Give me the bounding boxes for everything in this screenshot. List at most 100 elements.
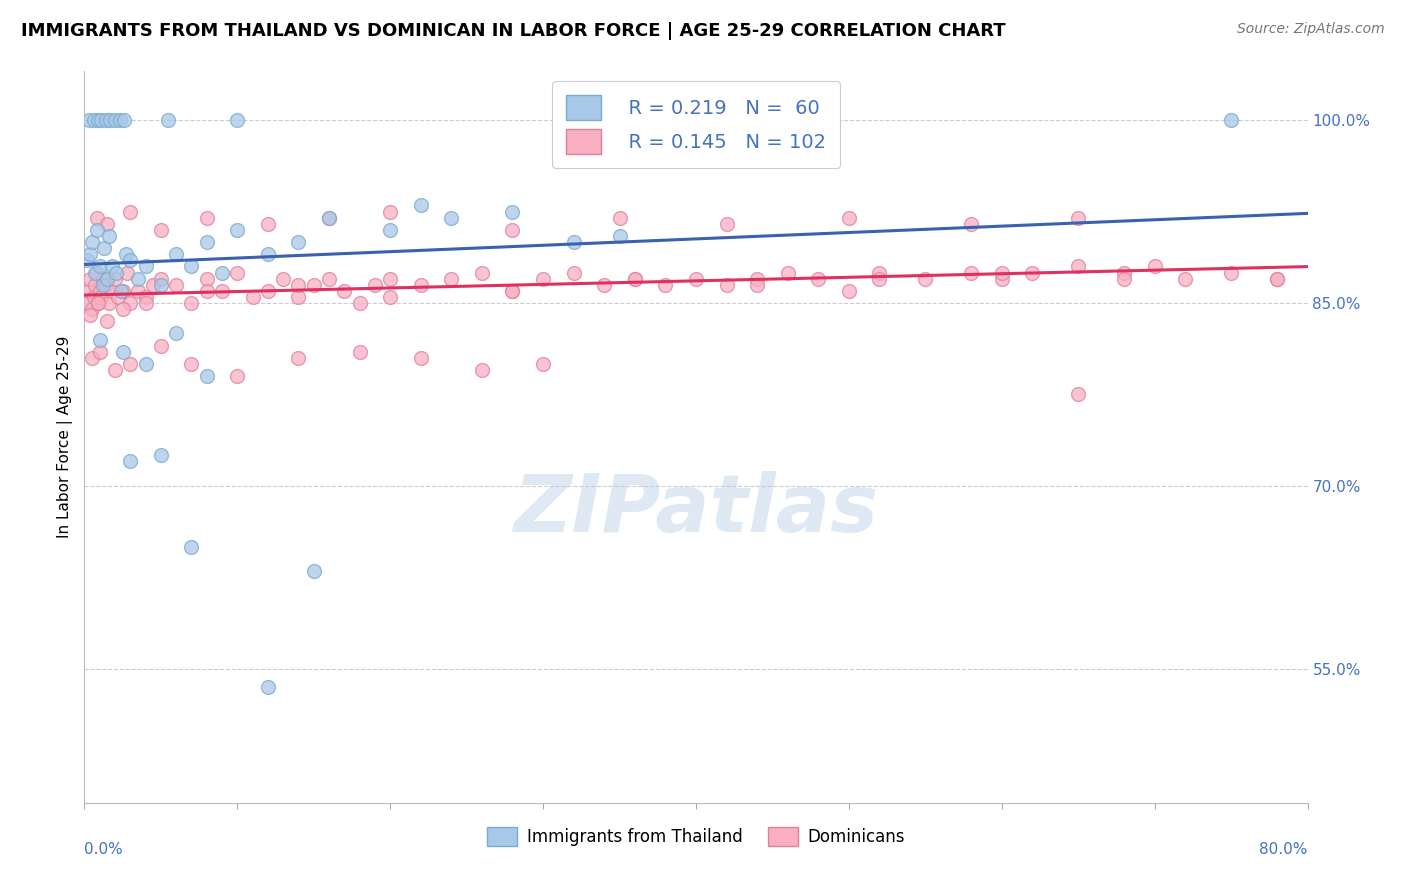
- Point: [409, 351, 432, 365]
- Point: [914, 271, 936, 285]
- Text: Source: ZipAtlas.com: Source: ZipAtlas.com: [1237, 22, 1385, 37]
- Point: [89, 284, 111, 298]
- Point: [226, 369, 249, 384]
- Point: [1021, 265, 1043, 279]
- Point: [869, 271, 891, 285]
- Point: [115, 265, 138, 279]
- Point: [83, 113, 105, 128]
- Point: [380, 271, 402, 285]
- Point: [165, 326, 187, 341]
- Point: [271, 271, 294, 285]
- Point: [120, 296, 142, 310]
- Point: [1220, 113, 1243, 128]
- Point: [1265, 271, 1288, 285]
- Point: [135, 296, 157, 310]
- Point: [409, 277, 432, 292]
- Point: [502, 284, 524, 298]
- Point: [180, 260, 202, 274]
- Point: [440, 211, 463, 225]
- Point: [195, 271, 218, 285]
- Point: [157, 113, 180, 128]
- Point: [960, 265, 983, 279]
- Point: [180, 540, 202, 554]
- Point: [624, 271, 647, 285]
- Point: [593, 277, 616, 292]
- Point: [91, 271, 114, 285]
- Point: [333, 284, 356, 298]
- Point: [1114, 265, 1136, 279]
- Point: [1067, 387, 1090, 401]
- Point: [96, 217, 118, 231]
- Point: [91, 277, 114, 292]
- Point: [84, 265, 107, 279]
- Point: [471, 265, 494, 279]
- Point: [502, 204, 524, 219]
- Point: [609, 228, 631, 243]
- Point: [838, 284, 860, 298]
- Point: [562, 265, 585, 279]
- Point: [149, 277, 172, 292]
- Point: [127, 284, 149, 298]
- Point: [364, 277, 387, 292]
- Point: [97, 296, 120, 310]
- Point: [86, 265, 108, 279]
- Point: [104, 113, 127, 128]
- Point: [104, 363, 127, 377]
- Point: [120, 204, 142, 219]
- Y-axis label: In Labor Force | Age 25-29: In Labor Force | Age 25-29: [58, 336, 73, 538]
- Point: [1174, 271, 1197, 285]
- Point: [1114, 271, 1136, 285]
- Point: [349, 344, 371, 359]
- Point: [226, 223, 249, 237]
- Point: [257, 680, 280, 694]
- Point: [440, 271, 463, 285]
- Point: [77, 113, 100, 128]
- Point: [135, 357, 157, 371]
- Point: [257, 284, 280, 298]
- Point: [80, 351, 103, 365]
- Point: [105, 265, 128, 279]
- Point: [226, 265, 249, 279]
- Point: [108, 113, 131, 128]
- Point: [1067, 260, 1090, 274]
- Point: [716, 217, 738, 231]
- Point: [87, 113, 110, 128]
- Text: ZIPatlas: ZIPatlas: [513, 471, 879, 549]
- Text: 0.0%: 0.0%: [84, 842, 124, 856]
- Point: [165, 247, 187, 261]
- Point: [90, 290, 112, 304]
- Point: [380, 290, 402, 304]
- Point: [76, 253, 98, 268]
- Point: [318, 211, 340, 225]
- Point: [287, 235, 309, 249]
- Point: [142, 277, 165, 292]
- Text: 80.0%: 80.0%: [1260, 842, 1308, 856]
- Point: [287, 290, 309, 304]
- Point: [101, 260, 124, 274]
- Point: [257, 217, 280, 231]
- Point: [195, 211, 218, 225]
- Point: [83, 290, 105, 304]
- Point: [94, 277, 117, 292]
- Point: [471, 363, 494, 377]
- Point: [120, 253, 142, 268]
- Point: [1265, 271, 1288, 285]
- Point: [838, 211, 860, 225]
- Text: IMMIGRANTS FROM THAILAND VS DOMINICAN IN LABOR FORCE | AGE 25-29 CORRELATION CHA: IMMIGRANTS FROM THAILAND VS DOMINICAN IN…: [21, 22, 1005, 40]
- Point: [110, 284, 132, 298]
- Point: [165, 277, 187, 292]
- Point: [302, 277, 325, 292]
- Point: [776, 265, 799, 279]
- Point: [242, 290, 264, 304]
- Point: [89, 333, 111, 347]
- Point: [349, 296, 371, 310]
- Point: [93, 241, 115, 255]
- Point: [991, 271, 1014, 285]
- Point: [226, 113, 249, 128]
- Point: [747, 271, 769, 285]
- Point: [89, 260, 111, 274]
- Point: [257, 247, 280, 261]
- Point: [135, 290, 157, 304]
- Legend: Immigrants from Thailand, Dominicans: Immigrants from Thailand, Dominicans: [481, 821, 911, 853]
- Point: [84, 277, 107, 292]
